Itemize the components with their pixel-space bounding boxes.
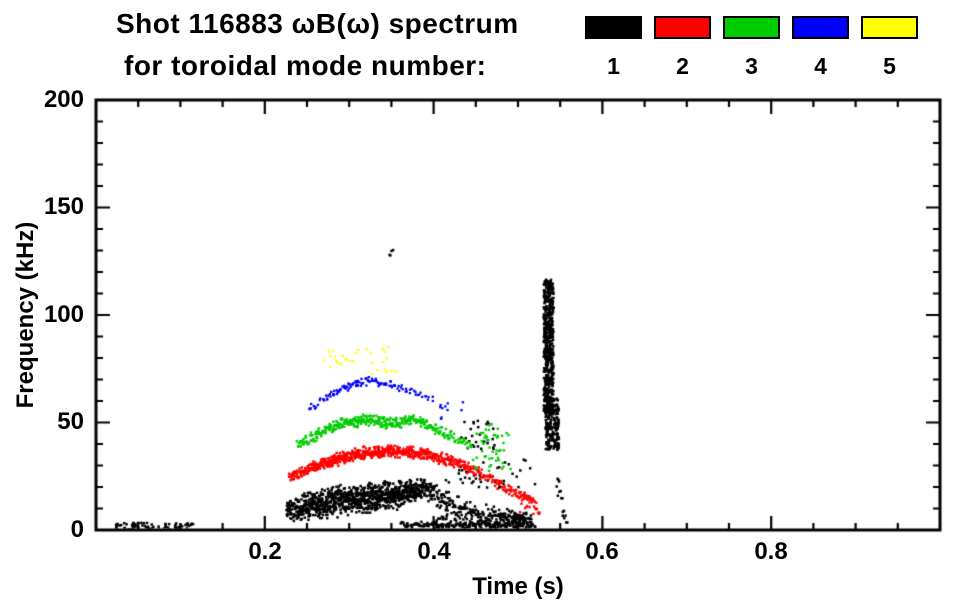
legend-swatch-mode1	[585, 16, 642, 39]
legend-swatch-mode4	[792, 16, 849, 39]
legend-label-mode2: 2	[676, 53, 689, 79]
x-axis-title: Time (s)	[472, 573, 564, 600]
legend-label-mode3: 3	[745, 53, 758, 79]
legend-label-mode4: 4	[814, 53, 827, 79]
legend-label-mode5: 5	[883, 53, 896, 79]
legend-swatch-mode3	[723, 16, 780, 39]
x-tick-label-0.4: 0.4	[417, 538, 451, 565]
y-tick-label-0: 0	[70, 516, 84, 543]
y-tick-label-100: 100	[43, 301, 84, 328]
chart-subtitle: for toroidal mode number:	[124, 50, 487, 81]
legend-swatch-mode5	[861, 16, 918, 39]
y-tick-label-50: 50	[57, 408, 84, 435]
y-tick-label-200: 200	[43, 86, 84, 113]
chart-title: Shot 116883 ωB(ω) spectrum	[116, 8, 519, 39]
legend-swatch-mode2	[654, 16, 711, 39]
y-tick-label-150: 150	[43, 193, 84, 220]
legend-label-mode1: 1	[607, 53, 620, 79]
x-tick-label-0.6: 0.6	[585, 538, 619, 565]
x-tick-label-0.8: 0.8	[754, 538, 788, 565]
x-tick-label-0.2: 0.2	[248, 538, 282, 565]
